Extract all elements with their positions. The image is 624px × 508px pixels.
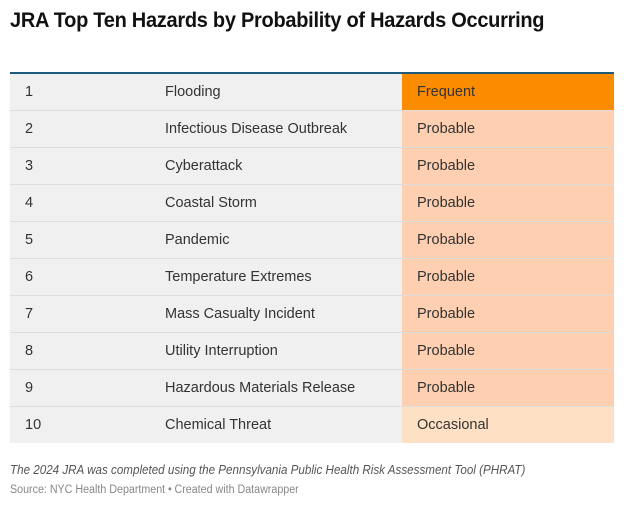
separator: • bbox=[167, 484, 172, 496]
hazard-cell: Utility Interruption bbox=[160, 333, 402, 369]
hazard-cell: Infectious Disease Outbreak bbox=[160, 111, 402, 147]
hazards-table: 1 Flooding Frequent 2 Infectious Disease… bbox=[10, 72, 614, 443]
hazard-cell: Hazardous Materials Release bbox=[160, 370, 402, 406]
source-text: Source: NYC Health Department bbox=[10, 484, 166, 496]
rank-cell: 5 bbox=[10, 222, 160, 258]
chart-title: JRA Top Ten Hazards by Probability of Ha… bbox=[10, 8, 545, 32]
probability-cell: Probable bbox=[402, 333, 614, 369]
source-line: Source: NYC Health Department • Created wi… bbox=[10, 484, 299, 496]
rank-cell: 7 bbox=[10, 296, 160, 332]
table-row: 1 Flooding Frequent bbox=[10, 74, 614, 111]
probability-cell: Probable bbox=[402, 222, 614, 258]
probability-cell: Probable bbox=[402, 111, 614, 147]
rank-cell: 8 bbox=[10, 333, 160, 369]
table-row: 7 Mass Casualty Incident Probable bbox=[10, 296, 614, 333]
rank-cell: 4 bbox=[10, 185, 160, 221]
hazard-cell: Coastal Storm bbox=[160, 185, 402, 221]
table-row: 2 Infectious Disease Outbreak Probable bbox=[10, 111, 614, 148]
probability-cell: Probable bbox=[402, 296, 614, 332]
hazard-cell: Cyberattack bbox=[160, 148, 402, 184]
probability-cell: Probable bbox=[402, 148, 614, 184]
chart-notes: The 2024 JRA was completed using the Pen… bbox=[10, 463, 526, 477]
table-row: 8 Utility Interruption Probable bbox=[10, 333, 614, 370]
rank-cell: 9 bbox=[10, 370, 160, 406]
table-row: 3 Cyberattack Probable bbox=[10, 148, 614, 185]
probability-cell: Occasional bbox=[402, 407, 614, 443]
rank-cell: 3 bbox=[10, 148, 160, 184]
rank-cell: 10 bbox=[10, 407, 160, 443]
hazard-cell: Flooding bbox=[160, 74, 402, 110]
table-row: 9 Hazardous Materials Release Probable bbox=[10, 370, 614, 407]
hazard-cell: Pandemic bbox=[160, 222, 402, 258]
hazard-cell: Mass Casualty Incident bbox=[160, 296, 402, 332]
table-row: 5 Pandemic Probable bbox=[10, 222, 614, 259]
rank-cell: 6 bbox=[10, 259, 160, 295]
table-row: 6 Temperature Extremes Probable bbox=[10, 259, 614, 296]
table-row: 10 Chemical Threat Occasional bbox=[10, 407, 614, 443]
hazard-cell: Temperature Extremes bbox=[160, 259, 402, 295]
rank-cell: 2 bbox=[10, 111, 160, 147]
hazard-cell: Chemical Threat bbox=[160, 407, 402, 443]
probability-cell: Probable bbox=[402, 259, 614, 295]
probability-cell: Frequent bbox=[402, 74, 614, 110]
probability-cell: Probable bbox=[402, 370, 614, 406]
rank-cell: 1 bbox=[10, 74, 160, 110]
credit-link[interactable]: Created with Datawrapper bbox=[174, 484, 299, 496]
probability-cell: Probable bbox=[402, 185, 614, 221]
table-row: 4 Coastal Storm Probable bbox=[10, 185, 614, 222]
